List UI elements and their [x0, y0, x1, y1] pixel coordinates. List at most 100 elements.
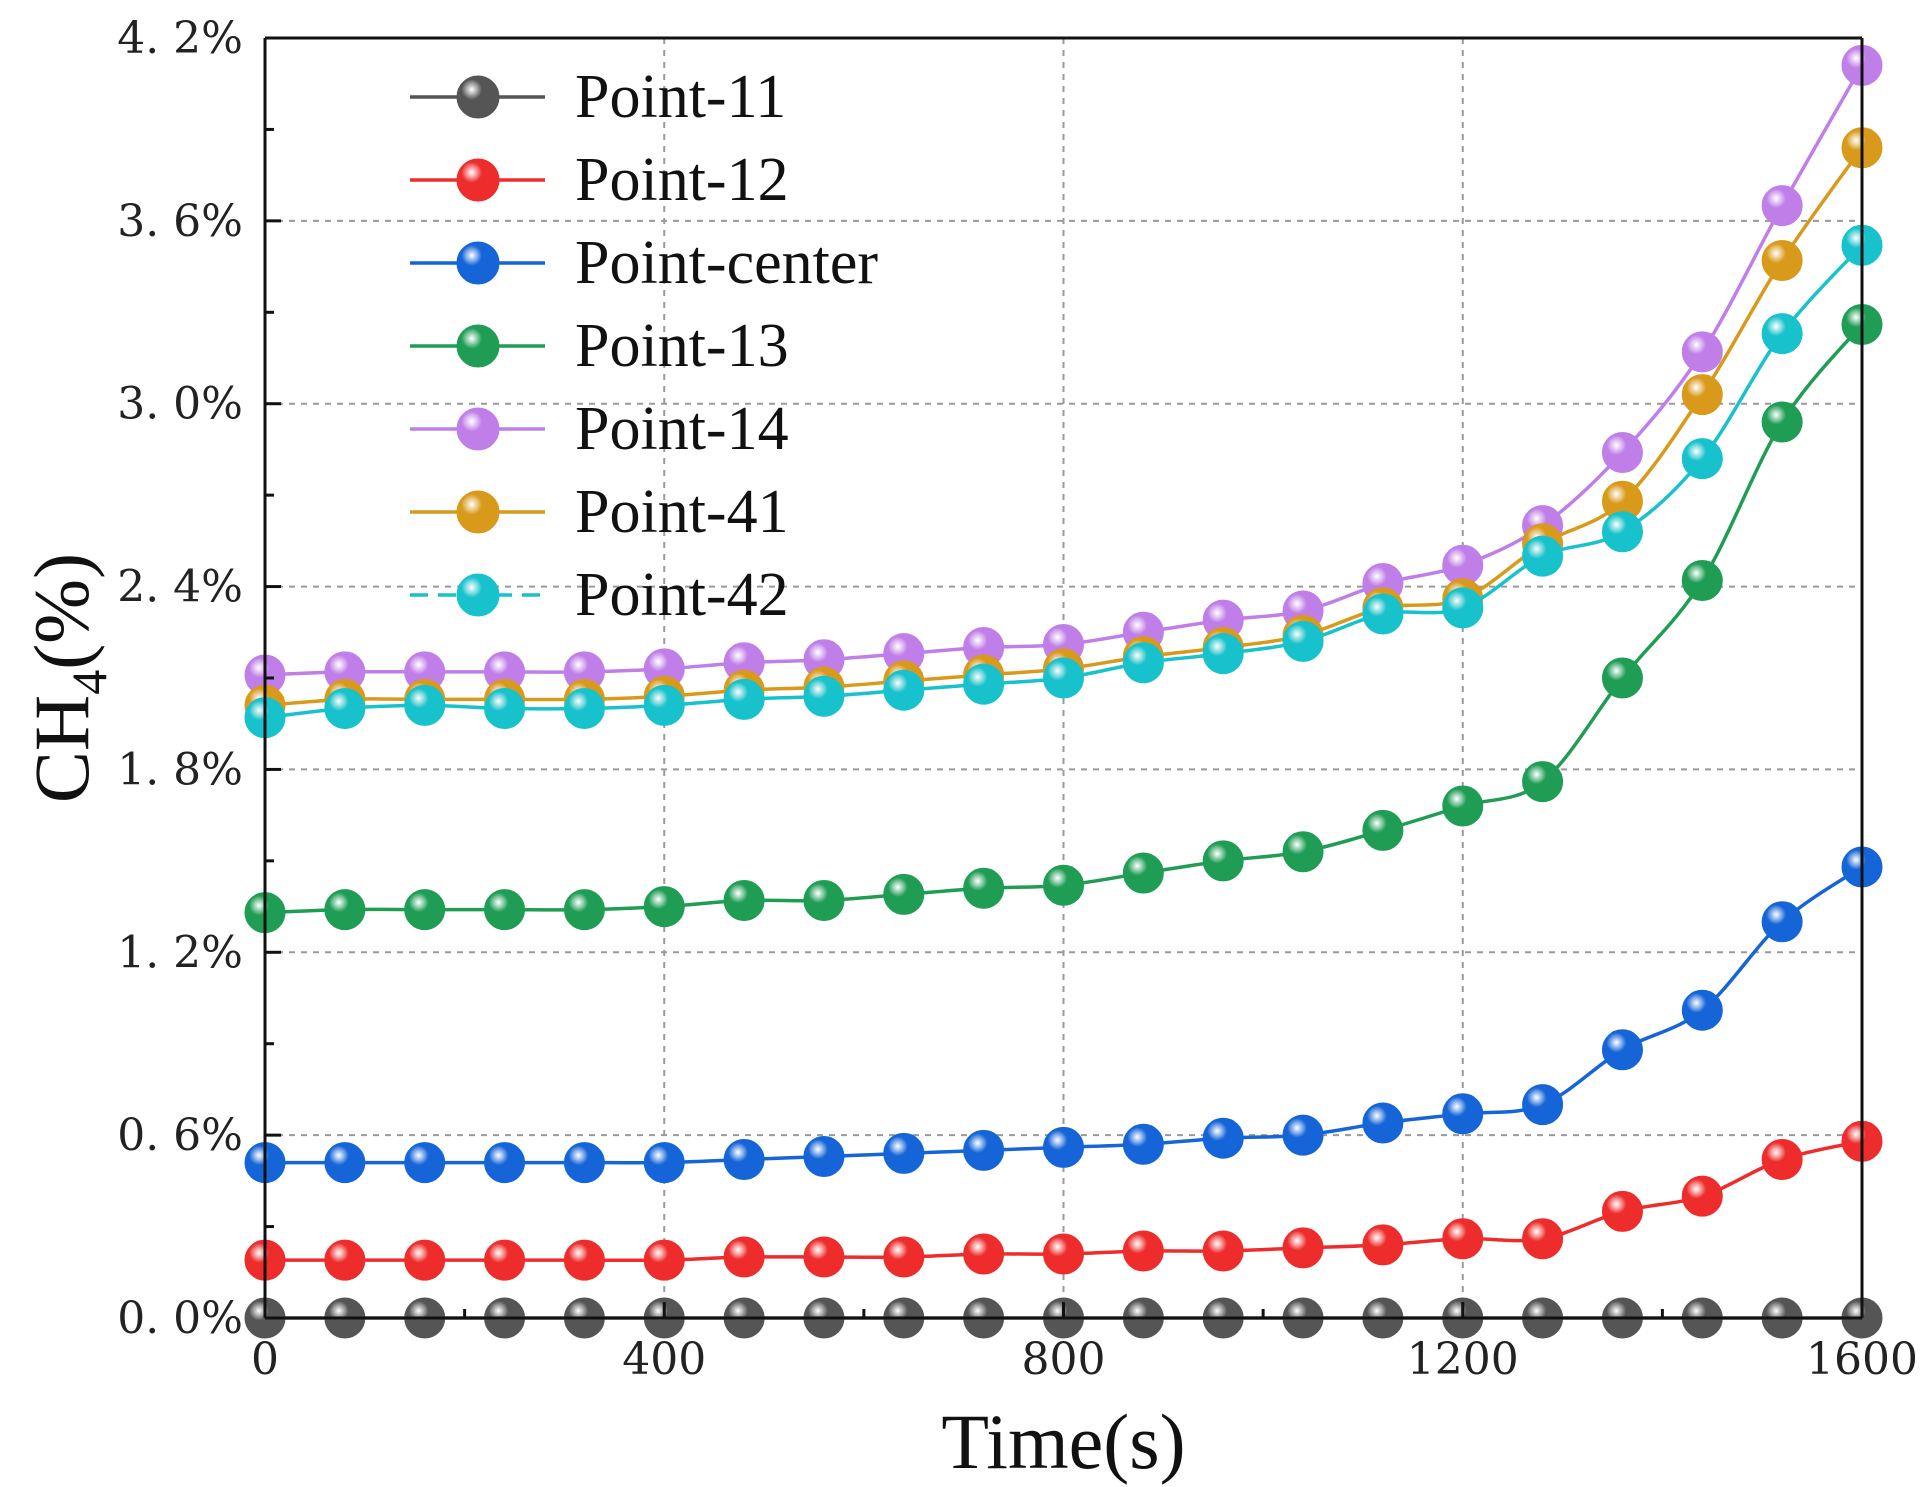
point-point-42-400	[643, 684, 685, 726]
x-tick-label-800: 800	[1022, 1334, 1106, 1385]
point-point-center-1280	[1522, 1084, 1564, 1126]
point-point-42-1200	[1442, 587, 1484, 629]
point-point-center-720	[963, 1129, 1005, 1171]
point-point-42-320	[563, 687, 605, 729]
point-point-12-1120	[1362, 1224, 1404, 1266]
legend-label-point-13: Point-13	[575, 312, 789, 380]
legend-label-point-14: Point-14	[575, 395, 789, 463]
point-point-center-1520	[1761, 901, 1803, 943]
y-axis-title-subscript: 4	[61, 670, 117, 695]
point-point-41-1440	[1681, 374, 1723, 416]
point-point-42-1280	[1522, 535, 1564, 577]
point-point-center-160	[404, 1142, 446, 1184]
point-point-center-1360	[1601, 1029, 1643, 1071]
point-point-13-240	[484, 889, 526, 931]
y-tick-label-4-2: 4. 2%	[117, 13, 243, 64]
series-line-point-41	[264, 146, 1864, 708]
point-point-12-960	[1202, 1230, 1244, 1272]
point-point-42-960	[1202, 633, 1244, 675]
point-point-42-800	[1043, 657, 1084, 699]
series-point-11	[244, 1297, 1883, 1339]
point-point-42-160	[404, 684, 446, 726]
series-point-14	[244, 44, 1883, 696]
series-point-12	[244, 1120, 1883, 1281]
x-tick-label-0: 0	[251, 1334, 279, 1385]
point-point-13-1120	[1362, 809, 1404, 851]
point-point-13-1280	[1522, 761, 1564, 803]
legend-label-point-center: Point-center	[575, 229, 878, 297]
legend-label-point-11: Point-11	[575, 63, 786, 131]
point-point-12-80	[324, 1239, 366, 1281]
point-point-14-1360	[1601, 431, 1643, 473]
point-point-42-1360	[1601, 511, 1643, 553]
point-point-12-400	[643, 1239, 685, 1281]
legend-label-point-42: Point-42	[575, 561, 789, 629]
x-axis-title: Time(s)	[941, 1398, 1185, 1485]
point-point-center-1440	[1681, 989, 1723, 1031]
y-tick-label-3: 3. 0%	[117, 379, 243, 430]
point-point-12-1200	[1442, 1218, 1484, 1260]
legend-label-point-41: Point-41	[575, 478, 789, 546]
point-point-42-480	[723, 678, 765, 720]
point-point-center-80	[324, 1142, 366, 1184]
point-point-12-1360	[1601, 1190, 1643, 1232]
point-point-center-1120	[1362, 1102, 1404, 1144]
y-tick-label-0: 0. 0%	[117, 1293, 243, 1344]
point-point-13-560	[803, 879, 845, 921]
point-point-42-80	[324, 687, 366, 729]
point-point-center-240	[484, 1142, 526, 1184]
axes: 0 400 800 1200 1600 0. 0% 0. 6% 1. 2% 1. 8% 2. 4%…	[18, 13, 1918, 1485]
point-point-42-640	[883, 669, 925, 711]
point-point-12-1040	[1282, 1227, 1324, 1269]
point-point-center-560	[803, 1135, 845, 1177]
point-point-42-720	[963, 663, 1005, 705]
point-point-42-560	[803, 675, 845, 717]
point-point-12-1440	[1681, 1175, 1723, 1217]
point-point-13-800	[1043, 864, 1084, 906]
point-point-14-1440	[1681, 331, 1723, 373]
x-tick-label-1600: 1600	[1806, 1334, 1918, 1385]
point-point-12-800	[1043, 1233, 1084, 1275]
point-point-center-640	[883, 1132, 925, 1174]
point-point-13-480	[723, 879, 765, 921]
legend-entry-point-11: Point-11	[410, 63, 786, 131]
series-point-13	[244, 303, 1883, 934]
point-point-12-1280	[1522, 1218, 1564, 1260]
point-point-13-160	[404, 889, 446, 931]
legend-marker-point-41	[456, 490, 500, 534]
point-point-42-1520	[1761, 313, 1803, 355]
point-point-12-720	[963, 1233, 1005, 1275]
y-axis-title-suffix: (%)	[18, 553, 105, 670]
point-point-12-560	[803, 1236, 845, 1278]
point-point-12-240	[484, 1239, 526, 1281]
series-point-center	[244, 846, 1883, 1184]
legend-marker-point-center	[456, 241, 500, 285]
legend-entry-point-14: Point-14	[410, 395, 789, 463]
point-point-12-880	[1122, 1230, 1164, 1272]
x-tick-label-400: 400	[622, 1334, 706, 1385]
point-point-center-1200	[1442, 1093, 1484, 1135]
x-tick-label-1200: 1200	[1407, 1334, 1519, 1385]
legend-marker-point-12	[456, 158, 500, 202]
legend-entry-point-13: Point-13	[410, 312, 789, 380]
point-point-center-480	[723, 1139, 765, 1181]
point-point-center-320	[563, 1142, 605, 1184]
y-tick-label-1-2: 1. 2%	[117, 927, 243, 978]
legend-entry-point-center: Point-center	[410, 229, 878, 297]
point-point-13-80	[324, 889, 366, 931]
series-point-42	[244, 224, 1883, 739]
point-point-13-1520	[1761, 401, 1803, 443]
point-point-center-880	[1122, 1123, 1164, 1165]
point-point-center-400	[643, 1142, 685, 1184]
point-point-13-1200	[1442, 785, 1484, 827]
y-axis-title-main: CH	[18, 695, 105, 803]
y-tick-label-1-8: 1. 8%	[117, 744, 243, 795]
point-point-12-320	[563, 1239, 605, 1281]
point-point-center-800	[1043, 1126, 1084, 1168]
series-lines	[244, 44, 1883, 1339]
point-point-12-1520	[1761, 1139, 1803, 1181]
point-point-13-720	[963, 867, 1005, 909]
y-tick-label-2-4: 2. 4%	[117, 562, 243, 613]
point-point-14-1520	[1761, 185, 1803, 227]
